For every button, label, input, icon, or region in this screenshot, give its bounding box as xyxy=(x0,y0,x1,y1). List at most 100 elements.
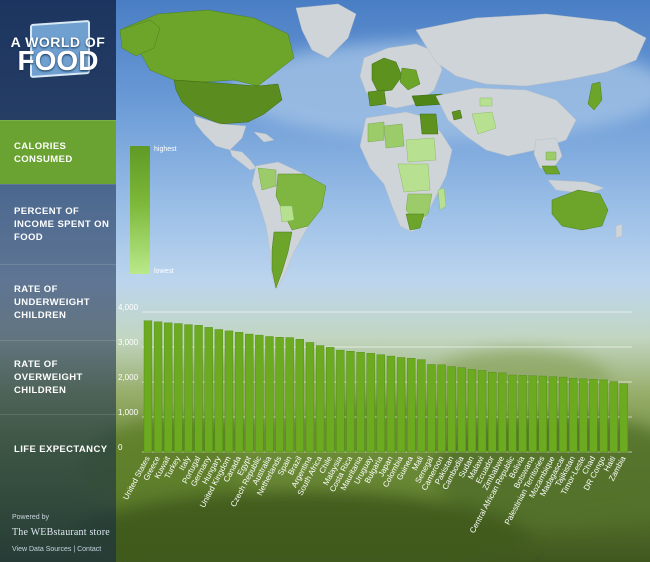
united-states[interactable] xyxy=(173,79,283,125)
footer-links[interactable]: View Data Sources | Contact xyxy=(12,546,102,553)
tajikistan-region[interactable] xyxy=(479,97,493,107)
bar-canada[interactable] xyxy=(234,332,244,453)
bar-palestinian-territories[interactable] xyxy=(538,375,547,453)
colombia-region[interactable] xyxy=(257,167,277,191)
central-america[interactable] xyxy=(229,149,257,171)
bar-tajikistan[interactable] xyxy=(569,377,578,453)
powered-by-label: Powered by xyxy=(12,514,49,521)
bar-greece[interactable] xyxy=(153,321,163,453)
egypt[interactable] xyxy=(419,113,439,135)
iberia[interactable] xyxy=(367,89,387,107)
bar-united-kingdom[interactable] xyxy=(224,330,234,453)
bar-netherlands[interactable] xyxy=(275,337,284,453)
bar-ecuador[interactable] xyxy=(488,371,497,453)
bar-sudan[interactable] xyxy=(467,369,477,453)
legend-high-label: highest xyxy=(154,146,177,153)
south-africa[interactable] xyxy=(405,213,425,231)
bar-malaysia[interactable] xyxy=(336,349,345,453)
bar-germany[interactable] xyxy=(204,327,213,453)
bar-costa-rica[interactable] xyxy=(346,351,355,453)
central-africa-region[interactable] xyxy=(397,163,431,193)
legend-low-label: lowest xyxy=(154,268,174,275)
y-tick-label: 2,000 xyxy=(118,373,139,382)
world-map xyxy=(119,3,647,291)
nav-underweight-children[interactable]: RATE OF UNDERWEIGHT CHILDREN xyxy=(0,264,116,340)
legend-gradient xyxy=(130,146,150,274)
russia-asia[interactable] xyxy=(415,13,647,87)
bar-portugal[interactable] xyxy=(194,325,203,453)
bar-czech-republic[interactable] xyxy=(255,334,264,453)
bar-hungary[interactable] xyxy=(214,329,223,453)
bar-italy[interactable] xyxy=(184,324,193,453)
bar-zimbabwe[interactable] xyxy=(498,372,507,453)
kuwait-region[interactable] xyxy=(451,109,463,121)
bar-south-africa[interactable] xyxy=(315,345,325,453)
bar-cambodia[interactable] xyxy=(457,367,466,453)
bar-united-states[interactable] xyxy=(143,320,153,453)
nav-overweight-children[interactable]: RATE OF OVERWEIGHT CHILDREN xyxy=(0,340,116,414)
bar-brazil[interactable] xyxy=(295,339,304,453)
bar-haiti[interactable] xyxy=(609,381,618,453)
bar-madagascar[interactable] xyxy=(558,376,568,453)
bar-pakistan[interactable] xyxy=(447,366,456,453)
bar-colombia[interactable] xyxy=(396,357,406,453)
bar-spain[interactable] xyxy=(285,337,294,453)
bar-dr-congo[interactable] xyxy=(599,379,608,453)
bar-zambia[interactable] xyxy=(619,383,628,453)
bar-uruguay[interactable] xyxy=(366,353,375,453)
bar-senegal[interactable] xyxy=(427,364,436,453)
bar-chad[interactable] xyxy=(589,378,598,453)
bar-australia[interactable] xyxy=(265,336,274,453)
nav-life-expectancy[interactable]: LIFE EXPECTANCY xyxy=(0,414,116,484)
malaysia-region[interactable] xyxy=(541,165,561,175)
bar-central-african-republic[interactable] xyxy=(508,374,517,453)
bar-timor-leste[interactable] xyxy=(579,378,588,453)
bar-botswana[interactable] xyxy=(528,375,537,453)
mauritania-region[interactable] xyxy=(367,121,385,143)
bar-egypt[interactable] xyxy=(245,333,254,453)
app-title-line1: A WORLD OF xyxy=(10,34,106,50)
bar-mozambique[interactable] xyxy=(548,376,558,453)
bolivia-region[interactable] xyxy=(279,205,295,223)
bar-bolivia[interactable] xyxy=(518,375,527,453)
caribbean[interactable] xyxy=(253,131,275,143)
bar-mauritania[interactable] xyxy=(356,352,365,453)
alaska[interactable] xyxy=(119,19,161,57)
brand-logo[interactable]: The WEBstaurant store xyxy=(12,527,110,538)
bar-japan[interactable] xyxy=(386,355,396,453)
bar-bulgaria[interactable] xyxy=(376,354,385,453)
y-tick-label: 3,000 xyxy=(118,338,139,347)
mali-region[interactable] xyxy=(383,123,405,149)
madagascar[interactable] xyxy=(437,187,447,211)
bar-cameroon[interactable] xyxy=(437,364,446,453)
pakistan-region[interactable] xyxy=(471,111,497,135)
sudan-chad-region[interactable] xyxy=(405,137,437,163)
nav-calories-consumed[interactable]: CALORIES CONSUMED xyxy=(0,120,116,184)
bar-guinea[interactable] xyxy=(407,358,416,453)
sidebar: A WORLD OF FOOD CALORIES CONSUMED PERCEN… xyxy=(0,0,116,562)
y-tick-label: 4,000 xyxy=(118,303,139,312)
argentina[interactable] xyxy=(271,231,293,289)
bar-argentina[interactable] xyxy=(305,342,315,453)
app-logo[interactable]: A WORLD OF FOOD xyxy=(0,0,116,120)
y-tick-label: 1,000 xyxy=(118,408,139,417)
eastern-europe[interactable] xyxy=(399,67,421,91)
bar-mali[interactable] xyxy=(417,359,426,453)
japan[interactable] xyxy=(587,81,603,111)
australia[interactable] xyxy=(551,189,609,231)
bar-kuwait[interactable] xyxy=(164,322,173,453)
greenland[interactable] xyxy=(295,3,357,59)
indonesia[interactable] xyxy=(547,179,605,195)
bar-malawi[interactable] xyxy=(477,370,487,453)
bar-turkey[interactable] xyxy=(174,323,183,453)
western-europe[interactable] xyxy=(371,57,403,93)
nav-percent-income-food[interactable]: PERCENT OF INCOME SPENT ON FOOD xyxy=(0,184,116,264)
bar-chile[interactable] xyxy=(326,347,335,453)
new-zealand[interactable] xyxy=(615,223,623,239)
y-tick-label: 0 xyxy=(118,443,123,452)
app-title-line2: FOOD xyxy=(17,45,99,76)
cambodia-region[interactable] xyxy=(545,151,557,161)
